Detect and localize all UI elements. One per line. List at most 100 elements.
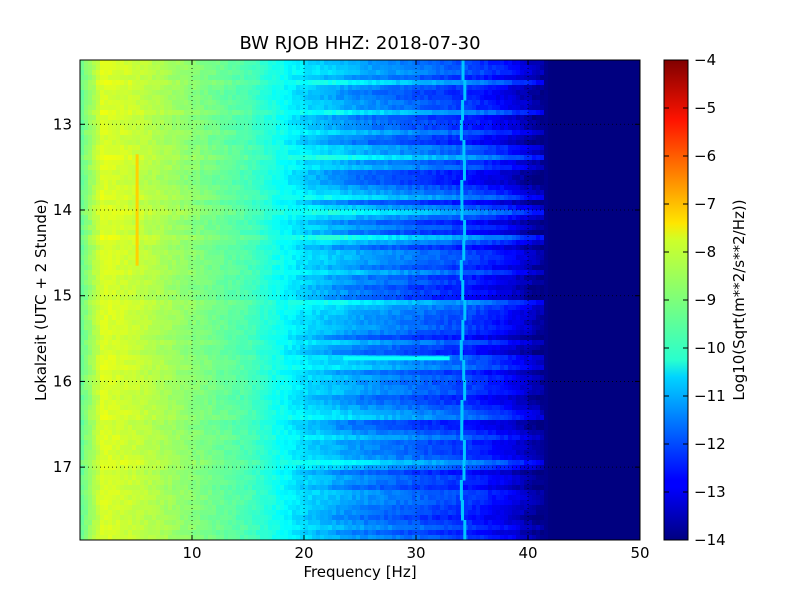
heatmap-cell (388, 140, 393, 146)
heatmap-cell (508, 110, 513, 116)
heatmap-cell (92, 120, 97, 126)
heatmap-cell (340, 150, 345, 156)
heatmap-cell (284, 200, 289, 206)
heatmap-cell (560, 120, 565, 126)
heatmap-cell (92, 110, 97, 116)
heatmap-cell (628, 185, 633, 191)
heatmap-cell (432, 110, 437, 116)
heatmap-cell (272, 60, 277, 66)
heatmap-cell (236, 195, 241, 201)
heatmap-cell (440, 235, 445, 241)
heatmap-cell (156, 180, 161, 186)
heatmap-cell (228, 215, 233, 221)
heatmap-cell (220, 215, 225, 221)
heatmap-cell (396, 60, 401, 66)
heatmap-cell (236, 155, 241, 161)
heatmap-cell (468, 135, 473, 141)
heatmap-cell (316, 220, 321, 226)
heatmap-cell (176, 70, 181, 76)
heatmap-cell (512, 170, 517, 176)
heatmap-cell (224, 150, 229, 156)
heatmap-cell (516, 150, 521, 156)
heatmap-cell (416, 205, 421, 211)
heatmap-cell (420, 65, 425, 71)
heatmap-cell (292, 125, 297, 131)
heatmap-cell (324, 95, 329, 101)
heatmap-cell (540, 115, 545, 121)
heatmap-cell (308, 65, 313, 71)
heatmap-cell (116, 105, 121, 111)
heatmap-cell (276, 160, 281, 166)
heatmap-cell (364, 120, 369, 126)
heatmap-cell (344, 190, 349, 196)
heatmap-cell (204, 60, 209, 66)
heatmap-cell (160, 75, 165, 81)
heatmap-cell (532, 185, 537, 191)
heatmap-cell (472, 65, 477, 71)
heatmap-cell (384, 210, 389, 216)
heatmap-cell (228, 210, 233, 216)
heatmap-cell (360, 180, 365, 186)
heatmap-cell (312, 150, 317, 156)
heatmap-cell (404, 100, 409, 106)
heatmap-cell (552, 75, 557, 81)
heatmap-cell (376, 150, 381, 156)
heatmap-cell (416, 170, 421, 176)
heatmap-cell (372, 220, 377, 226)
heatmap-cell (572, 145, 577, 151)
heatmap-cell (576, 65, 581, 71)
heatmap-cell (148, 175, 153, 181)
heatmap-cell (384, 105, 389, 111)
heatmap-cell (256, 95, 261, 101)
heatmap-cell (356, 215, 361, 221)
heatmap-cell (172, 110, 177, 116)
heatmap-cell (184, 140, 189, 146)
heatmap-cell (324, 135, 329, 141)
heatmap-cell (212, 60, 217, 66)
heatmap-cell (104, 135, 109, 141)
heatmap-cell (236, 230, 241, 236)
heatmap-cell (220, 75, 225, 81)
heatmap-cell (568, 170, 573, 176)
heatmap-cell (564, 110, 569, 116)
heatmap-cell (148, 70, 153, 76)
heatmap-cell (112, 235, 117, 241)
heatmap-cell (564, 80, 569, 86)
heatmap-cell (328, 80, 333, 86)
heatmap-cell (212, 160, 217, 166)
heatmap-cell (612, 65, 617, 71)
heatmap-cell (308, 195, 313, 201)
heatmap-cell (96, 225, 101, 231)
heatmap-cell (488, 65, 493, 71)
heatmap-cell (132, 195, 137, 201)
heatmap-cell (256, 120, 261, 126)
heatmap-cell (612, 160, 617, 166)
heatmap-cell (492, 120, 497, 126)
heatmap-cell (172, 230, 177, 236)
heatmap-cell (436, 140, 441, 146)
heatmap-cell (580, 140, 585, 146)
heatmap-cell (84, 185, 89, 191)
heatmap-cell (372, 85, 377, 91)
heatmap-cell (560, 170, 565, 176)
heatmap-cell (308, 215, 313, 221)
heatmap-cell (328, 140, 333, 146)
heatmap-cell (616, 115, 621, 121)
heatmap-cell (328, 195, 333, 201)
heatmap-cell (296, 215, 301, 221)
heatmap-cell (376, 180, 381, 186)
heatmap-cell (280, 115, 285, 121)
heatmap-cell (616, 195, 621, 201)
heatmap-cell (472, 80, 477, 86)
heatmap-cell (96, 165, 101, 171)
heatmap-cell (444, 140, 449, 146)
heatmap-cell (424, 65, 429, 71)
heatmap-cell (628, 125, 633, 131)
heatmap-cell (312, 200, 317, 206)
heatmap-cell (280, 130, 285, 136)
heatmap-cell (472, 180, 477, 186)
heatmap-cell (396, 120, 401, 126)
heatmap-cell (448, 195, 453, 201)
heatmap-cell (120, 100, 125, 106)
heatmap-cell (596, 210, 601, 216)
